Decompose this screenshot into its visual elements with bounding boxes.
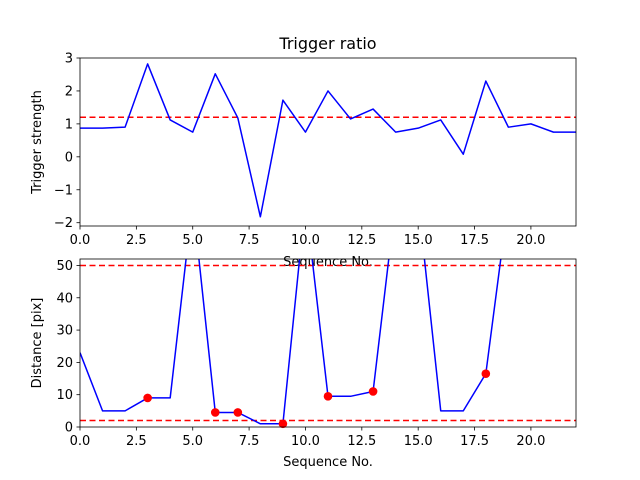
y-tick-label: 0 — [65, 150, 73, 165]
bottom-plot-area: 0.0 2.5 5.0 7.5 10.0 12.5 15.0 17.5 20.0 0 10 20 30 4… — [56, 258, 577, 449]
x-tick-label: 12.5 — [347, 434, 376, 449]
y-tick-label: 0 — [65, 421, 73, 436]
x-tick-label: 20.0 — [516, 434, 545, 449]
x-tick-label: 2.5 — [126, 233, 147, 248]
distance-ylabel: Distance [pix] — [30, 298, 45, 389]
y-tick-label: 40 — [56, 291, 73, 306]
y-tick-label: 10 — [56, 388, 73, 403]
x-tick-label: 5.0 — [182, 233, 203, 248]
x-tick-label: 17.5 — [460, 233, 489, 248]
y-tick-label: 30 — [56, 324, 73, 339]
series-line — [80, 63, 576, 218]
y-tick-label: 3 — [65, 52, 73, 67]
x-tick-label: 7.5 — [239, 233, 260, 248]
axes-frame — [79, 57, 577, 227]
top-plot-area: 0.0 2.5 5.0 7.5 10.0 12.5 15.0 17.5 20.0 −2 −1 0 1 2 3 — [54, 52, 577, 248]
trigger-ratio-panel: Trigger ratio Trigger strength Sequence … — [30, 34, 577, 270]
trigger-strength-ylabel: Trigger strength — [30, 90, 45, 195]
x-tick-label: 2.5 — [126, 434, 147, 449]
x-tick-label: 15.0 — [404, 233, 433, 248]
y-tick-label: −2 — [54, 216, 73, 231]
y-tick-label: 2 — [65, 84, 73, 99]
bottom-xlabel: Sequence No. — [283, 455, 373, 470]
data-point-marker — [323, 392, 333, 401]
data-point-marker — [210, 408, 220, 417]
x-tick-label: 0.0 — [70, 434, 91, 449]
data-point-marker — [233, 408, 243, 417]
data-point-marker — [278, 419, 288, 429]
y-tick-label: 1 — [65, 117, 73, 132]
y-tick-label: 20 — [56, 356, 73, 371]
x-tick-label: 12.5 — [347, 233, 376, 248]
plot-content — [80, 63, 576, 218]
trigger-ratio-title: Trigger ratio — [278, 34, 376, 53]
y-tick-label: −1 — [54, 183, 73, 198]
x-tick-label: 17.5 — [460, 434, 489, 449]
distance-panel: Distance [pix] Sequence No. 0.0 2.5 5.0 7.5… — [30, 258, 577, 470]
x-tick-label: 0.0 — [70, 233, 91, 248]
x-tick-label: 20.0 — [516, 233, 545, 248]
data-point-marker — [143, 393, 152, 403]
x-tick-label: 15.0 — [404, 434, 433, 449]
x-tick-label: 10.0 — [291, 434, 320, 449]
y-tick-label: 50 — [56, 259, 73, 274]
x-tick-label: 7.5 — [239, 434, 260, 449]
top-xlabel: Sequence No. — [283, 255, 373, 270]
axes-frame — [79, 258, 577, 428]
x-tick-label: 10.0 — [291, 233, 320, 248]
x-tick-label: 5.0 — [182, 434, 203, 449]
data-point-marker — [481, 369, 491, 378]
data-point-marker — [368, 387, 378, 396]
